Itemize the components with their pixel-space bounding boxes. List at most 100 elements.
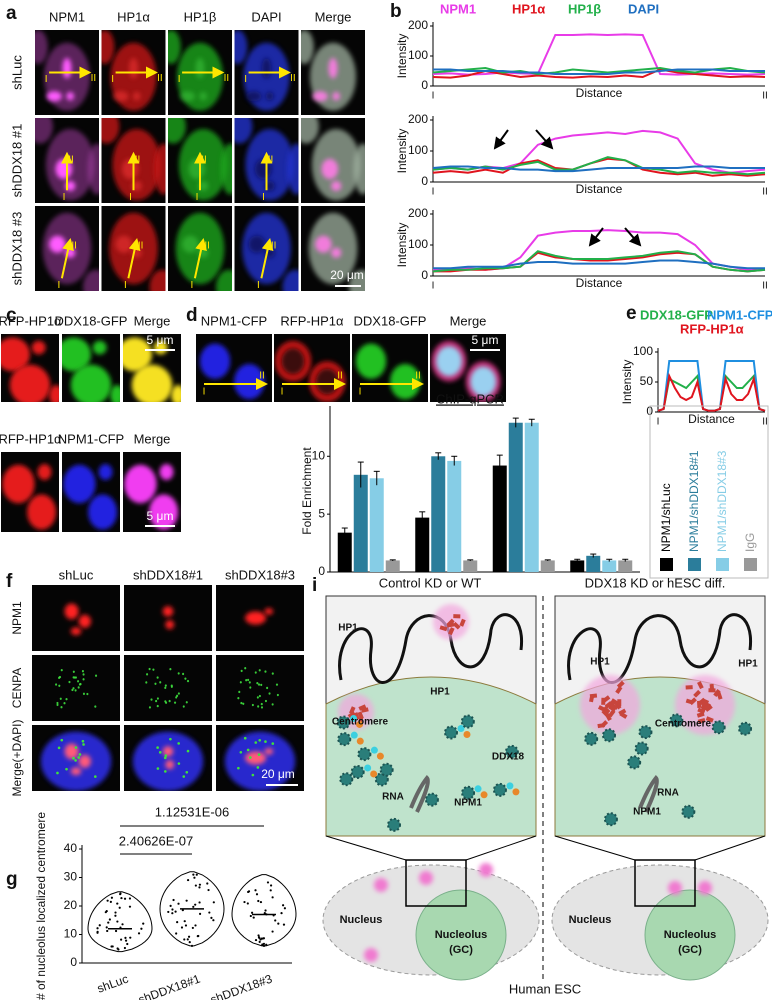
image — [2, 464, 57, 530]
hp1 — [708, 688, 716, 693]
blob — [1, 337, 30, 372]
y-tick-label: 20 — [64, 898, 78, 912]
zoom-square — [405, 859, 467, 907]
blob — [83, 269, 99, 291]
image-bg — [124, 655, 212, 721]
panel-label: a — [6, 3, 17, 24]
blob — [264, 748, 274, 755]
blob — [332, 92, 341, 101]
column-header: shLuc — [59, 567, 94, 582]
blob — [470, 366, 497, 397]
arrow — [588, 227, 604, 247]
hp1 — [693, 689, 701, 698]
dot — [105, 926, 108, 929]
blob — [248, 235, 266, 253]
blob — [260, 683, 263, 687]
panel-label: e — [626, 303, 637, 324]
dot — [140, 927, 143, 930]
arrow-label: II — [138, 241, 144, 252]
blob — [170, 685, 173, 688]
y-tick-label: 0 — [421, 268, 428, 282]
blob — [150, 698, 153, 701]
blob — [264, 740, 267, 743]
blob — [245, 751, 267, 765]
blob — [171, 385, 181, 402]
blob — [165, 701, 168, 704]
legend-entry: NPM1 — [440, 1, 476, 16]
blob — [78, 754, 91, 768]
column-header: Merge — [134, 431, 171, 446]
dot — [123, 946, 127, 950]
blob — [239, 681, 242, 684]
dot — [109, 900, 112, 904]
rna — [409, 775, 430, 813]
dot — [184, 924, 188, 927]
image-bg — [32, 585, 120, 651]
blob — [177, 672, 180, 675]
blob — [315, 368, 339, 395]
blob — [169, 737, 172, 741]
blob — [240, 701, 243, 705]
nucleolus — [644, 889, 736, 981]
blob — [63, 464, 96, 504]
dot — [167, 910, 170, 914]
dot — [212, 901, 215, 904]
blob — [81, 739, 85, 743]
x-end-label: II — [762, 417, 768, 428]
dot — [176, 921, 179, 924]
dot — [198, 901, 201, 904]
row-label: Merge(+DAPI) — [10, 719, 24, 796]
blob — [184, 677, 187, 680]
nucleolus-label: (GC) — [678, 944, 702, 956]
blob — [64, 603, 79, 620]
y-axis-label: Intensity — [395, 129, 409, 174]
blob — [271, 703, 274, 706]
blob — [301, 118, 319, 144]
dot — [282, 923, 286, 926]
ddx18 — [480, 791, 488, 799]
legend-swatch — [660, 558, 673, 571]
dot — [106, 929, 109, 933]
blob — [82, 743, 85, 746]
npm1 — [638, 725, 653, 740]
blob — [55, 683, 58, 686]
data-line — [433, 259, 765, 270]
blob — [74, 746, 78, 749]
dot — [185, 899, 188, 902]
hp1 — [448, 627, 455, 636]
violin — [87, 891, 153, 953]
legend-entry: HP1β — [568, 1, 601, 16]
npm1 — [669, 713, 684, 728]
blob — [94, 705, 97, 708]
blob — [64, 743, 79, 760]
blob — [331, 247, 342, 258]
image — [101, 118, 166, 201]
arrow — [60, 238, 74, 279]
annotation: 1.12531E-06 — [155, 804, 229, 819]
y-tick-label: 30 — [64, 870, 78, 884]
blob — [60, 668, 63, 672]
blob — [254, 741, 258, 744]
diagram-label: HP1 — [338, 623, 358, 634]
dot — [263, 912, 266, 915]
blob — [242, 212, 291, 285]
blob — [282, 269, 299, 291]
image — [245, 608, 274, 625]
blob — [94, 674, 98, 677]
arrow-label: I — [124, 280, 127, 291]
blob — [115, 235, 133, 253]
dot — [118, 906, 121, 909]
blob — [158, 751, 162, 754]
bar — [618, 560, 633, 572]
blob — [390, 363, 421, 400]
dot — [121, 923, 124, 926]
x-axis-label: Distance — [576, 276, 623, 290]
blob — [78, 753, 82, 756]
blob — [71, 688, 74, 692]
y-tick-label: 10 — [312, 448, 326, 462]
image — [62, 337, 120, 402]
caption: Human ESC — [509, 981, 581, 996]
blob — [240, 669, 243, 673]
blob — [264, 608, 274, 615]
